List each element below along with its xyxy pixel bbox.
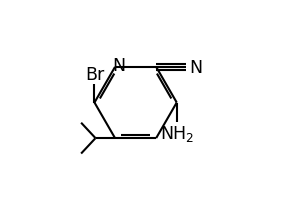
Text: Br: Br [85, 66, 104, 84]
Text: NH$_2$: NH$_2$ [160, 123, 194, 143]
Text: N: N [189, 59, 203, 76]
Text: N: N [112, 57, 125, 75]
